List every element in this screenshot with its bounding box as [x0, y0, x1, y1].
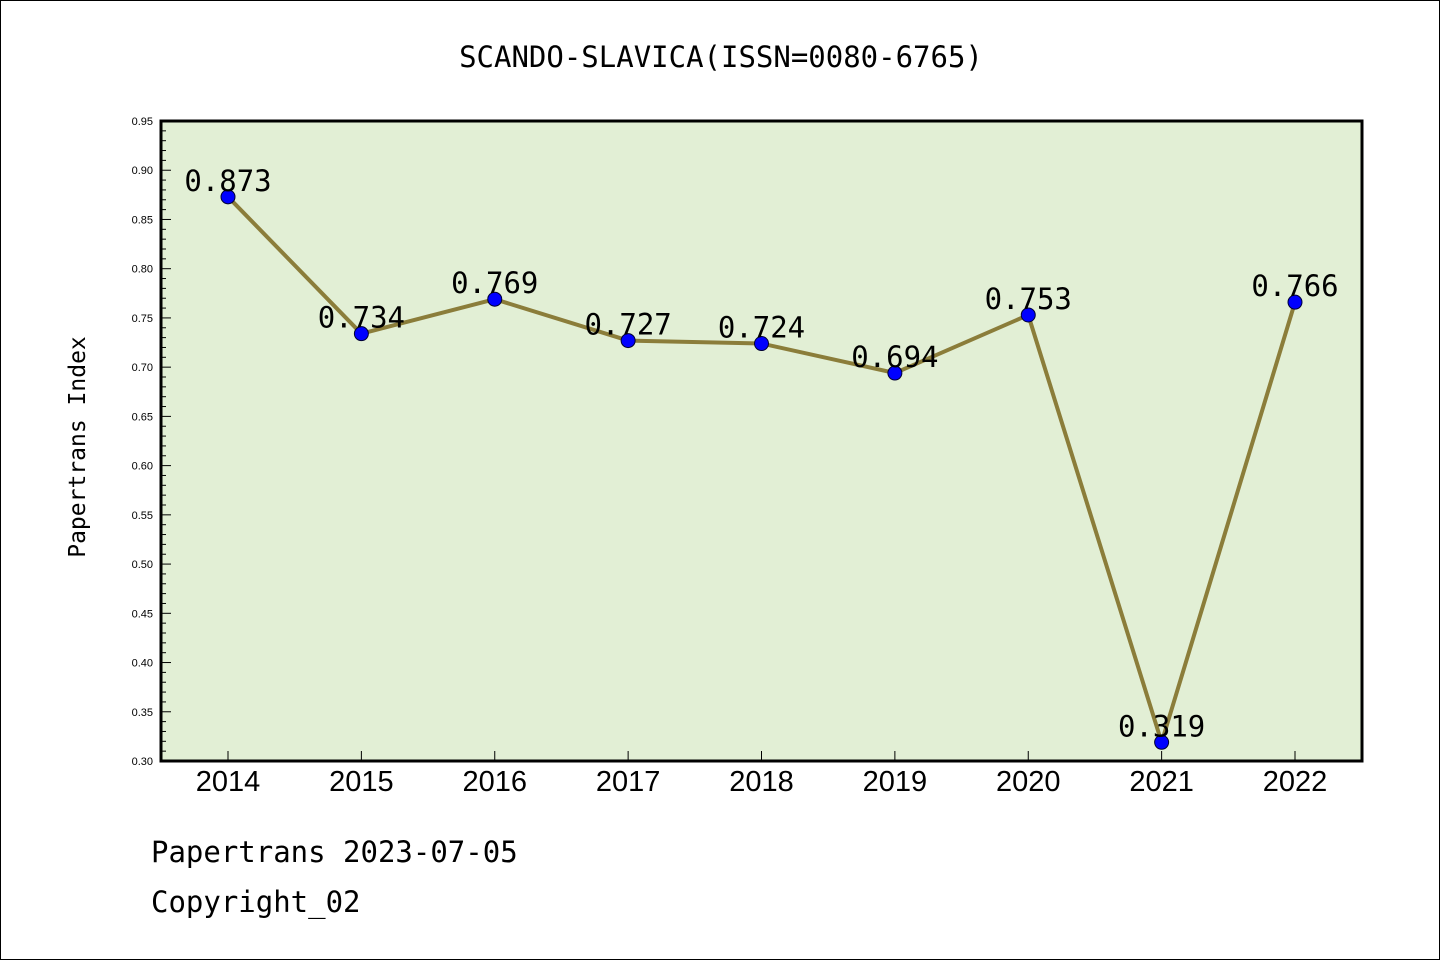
data-label: 0.724 [718, 311, 805, 345]
y-tick-label: 0.30 [132, 756, 153, 768]
chart-title: SCANDO-SLAVICA(ISSN=0080-6765) [459, 40, 983, 74]
y-tick-label: 0.60 [132, 461, 153, 473]
x-tick-label: 2022 [1263, 766, 1328, 798]
y-tick-label: 0.80 [132, 264, 153, 276]
y-tick-label: 0.95 [132, 116, 153, 128]
plot-frame [159, 119, 1364, 763]
data-label: 0.769 [451, 266, 538, 300]
y-tick-label: 0.70 [132, 362, 153, 374]
x-tick-label: 2021 [1129, 766, 1194, 798]
data-label: 0.319 [1118, 709, 1205, 743]
data-point-marker [887, 365, 903, 381]
x-tick-label: 2014 [196, 766, 261, 798]
data-point-marker [487, 291, 503, 307]
y-tick-label: 0.40 [132, 658, 153, 670]
x-tick-label: 2018 [729, 766, 794, 798]
y-tick-label: 0.65 [132, 411, 153, 423]
y-tick-label: 0.85 [132, 214, 153, 226]
y-tick-label: 0.55 [132, 510, 153, 522]
footer-copyright: Copyright_02 [151, 885, 361, 919]
data-label: 0.753 [985, 282, 1072, 316]
data-point-marker [1154, 734, 1170, 750]
x-tick-label: 2020 [996, 766, 1061, 798]
x-tick-label: 2017 [596, 766, 661, 798]
y-tick-label: 0.35 [132, 707, 153, 719]
data-point-marker [353, 326, 369, 342]
data-point-marker [1287, 294, 1303, 310]
data-point-marker [1020, 307, 1036, 323]
data-point-marker [620, 333, 636, 349]
y-tick-label: 0.90 [132, 165, 153, 177]
footer-date: Papertrans 2023-07-05 [151, 835, 518, 869]
y-axis: 0.30 0.35 0.40 0.45 0.50 0.55 0.60 0.65 0.70 0.75… [132, 116, 171, 768]
data-label: 0.727 [584, 308, 671, 342]
y-tick-label: 0.50 [132, 559, 153, 571]
x-tick-label: 2015 [329, 766, 394, 798]
data-point-marker [754, 336, 769, 352]
plot-area [161, 121, 1362, 761]
data-markers [220, 189, 1303, 750]
x-tick-label: 2019 [863, 766, 928, 798]
y-tick-label: 0.75 [132, 313, 153, 325]
x-tick-label: 2016 [462, 766, 527, 798]
data-label: 0.694 [851, 340, 938, 374]
data-label: 0.766 [1251, 269, 1338, 303]
data-point-marker [220, 189, 236, 205]
y-axis-label: Papertrans Index [65, 336, 91, 558]
y-tick-label: 0.45 [132, 608, 153, 620]
x-axis: 2014 2015 2016 2017 2018 2019 2020 2021 2022 [196, 751, 1328, 798]
data-labels: 0.873 0.734 0.769 0.727 0.724 0.694 0.753 0.319… [184, 164, 1338, 743]
data-label: 0.873 [184, 164, 271, 198]
data-label: 0.734 [318, 301, 405, 335]
